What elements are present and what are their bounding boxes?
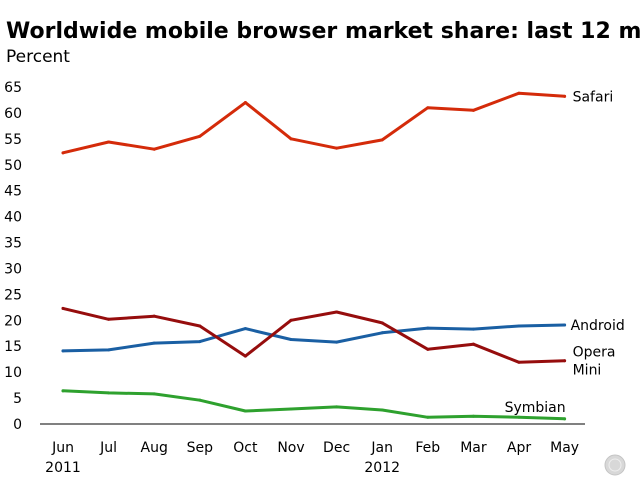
x-tick-label: Aug xyxy=(141,440,168,456)
y-tick-label: 45 xyxy=(4,184,22,200)
data-point-symbian xyxy=(152,392,156,396)
data-point-safari xyxy=(61,151,65,155)
data-point-safari xyxy=(380,138,384,142)
data-point-safari xyxy=(563,94,567,98)
data-point-android xyxy=(107,348,111,352)
y-tick-label: 25 xyxy=(4,287,22,303)
series-line-safari xyxy=(61,91,567,155)
data-point-opera-mini xyxy=(335,310,339,314)
y-tick-label: 15 xyxy=(4,339,22,355)
chart-title: Worldwide mobile browser market share: l… xyxy=(6,19,640,44)
x-tick-label: Sep xyxy=(187,440,214,456)
series-lines xyxy=(61,91,567,421)
data-point-symbian xyxy=(426,415,430,419)
series-label-opera-mini: Mini xyxy=(573,363,602,379)
y-tick-label: 65 xyxy=(4,80,22,96)
series-label-safari: Safari xyxy=(573,89,614,105)
data-point-safari xyxy=(198,134,202,138)
data-point-opera-mini xyxy=(471,342,475,346)
x-tick-label: Nov xyxy=(277,440,304,456)
y-tick-label: 35 xyxy=(4,236,22,252)
data-point-android xyxy=(289,337,293,341)
data-point-opera-mini xyxy=(107,317,111,321)
x-tick-label: Oct xyxy=(233,440,258,456)
data-point-android xyxy=(152,341,156,345)
data-point-android xyxy=(198,340,202,344)
data-point-safari xyxy=(471,108,475,112)
data-point-symbian xyxy=(380,408,384,412)
data-point-android xyxy=(380,331,384,335)
data-point-android xyxy=(243,327,247,331)
data-point-symbian xyxy=(335,405,339,409)
series-label-symbian: Symbian xyxy=(505,400,566,416)
data-point-safari xyxy=(517,91,521,95)
y-tick-label: 0 xyxy=(13,417,22,433)
y-tick-label: 60 xyxy=(4,106,22,122)
x-axis: Jun Jul Aug Sep Oct Nov Dec Jan Feb Mar Apr May 2011… xyxy=(45,440,579,476)
x-tick-label: May xyxy=(550,440,579,456)
series-line-symbian xyxy=(61,389,567,421)
data-point-symbian xyxy=(517,415,521,419)
x-tick-label: Apr xyxy=(507,440,531,456)
data-point-android xyxy=(471,327,475,331)
y-tick-label: 55 xyxy=(4,132,22,148)
data-point-opera-mini xyxy=(517,360,521,364)
watermark-logo xyxy=(604,454,626,476)
series-line-android xyxy=(61,323,567,353)
data-point-safari xyxy=(152,147,156,151)
data-point-symbian xyxy=(243,409,247,413)
data-point-android xyxy=(335,340,339,344)
series-labels: Safari Android Opera Mini Symbian xyxy=(505,89,625,415)
series-line-opera-mini xyxy=(61,306,567,364)
data-point-opera-mini xyxy=(61,306,65,310)
data-point-symbian xyxy=(107,391,111,395)
data-point-opera-mini xyxy=(380,321,384,325)
y-tick-label: 40 xyxy=(4,210,22,226)
data-point-opera-mini xyxy=(289,318,293,322)
data-point-safari xyxy=(289,137,293,141)
series-label-android: Android xyxy=(571,318,625,334)
data-point-android xyxy=(61,349,65,353)
data-point-android xyxy=(563,323,567,327)
data-point-symbian xyxy=(289,407,293,411)
x-tick-label: Mar xyxy=(460,440,487,456)
data-point-android xyxy=(426,326,430,330)
x-tick-label: Jan xyxy=(370,440,393,456)
x-tick-label: Dec xyxy=(323,440,350,456)
x-tick-label: Jun xyxy=(51,440,74,456)
chart-subtitle: Percent xyxy=(6,47,70,67)
data-point-symbian xyxy=(198,398,202,402)
data-point-symbian xyxy=(563,417,567,421)
data-point-symbian xyxy=(61,389,65,393)
data-point-symbian xyxy=(471,414,475,418)
data-point-opera-mini xyxy=(152,314,156,318)
x-tick-label: Feb xyxy=(415,440,440,456)
data-point-safari xyxy=(243,101,247,105)
series-label-opera-mini: Opera xyxy=(573,345,616,361)
y-tick-label: 5 xyxy=(13,391,22,407)
x-tick-label: Jul xyxy=(99,440,117,456)
data-point-safari xyxy=(426,106,430,110)
y-tick-label: 20 xyxy=(4,313,22,329)
x-year-label: 2012 xyxy=(364,460,400,476)
data-point-safari xyxy=(335,146,339,150)
y-tick-label: 10 xyxy=(4,365,22,381)
y-axis: 0 5 10 15 20 25 30 35 40 45 50 55 60 65 xyxy=(4,80,22,433)
data-point-opera-mini xyxy=(563,359,567,363)
data-point-opera-mini xyxy=(426,347,430,351)
data-point-opera-mini xyxy=(198,324,202,328)
data-point-safari xyxy=(107,140,111,144)
x-year-label: 2011 xyxy=(45,460,81,476)
data-point-android xyxy=(517,324,521,328)
y-tick-label: 30 xyxy=(4,261,22,277)
y-tick-label: 50 xyxy=(4,158,22,174)
data-point-opera-mini xyxy=(243,354,247,358)
